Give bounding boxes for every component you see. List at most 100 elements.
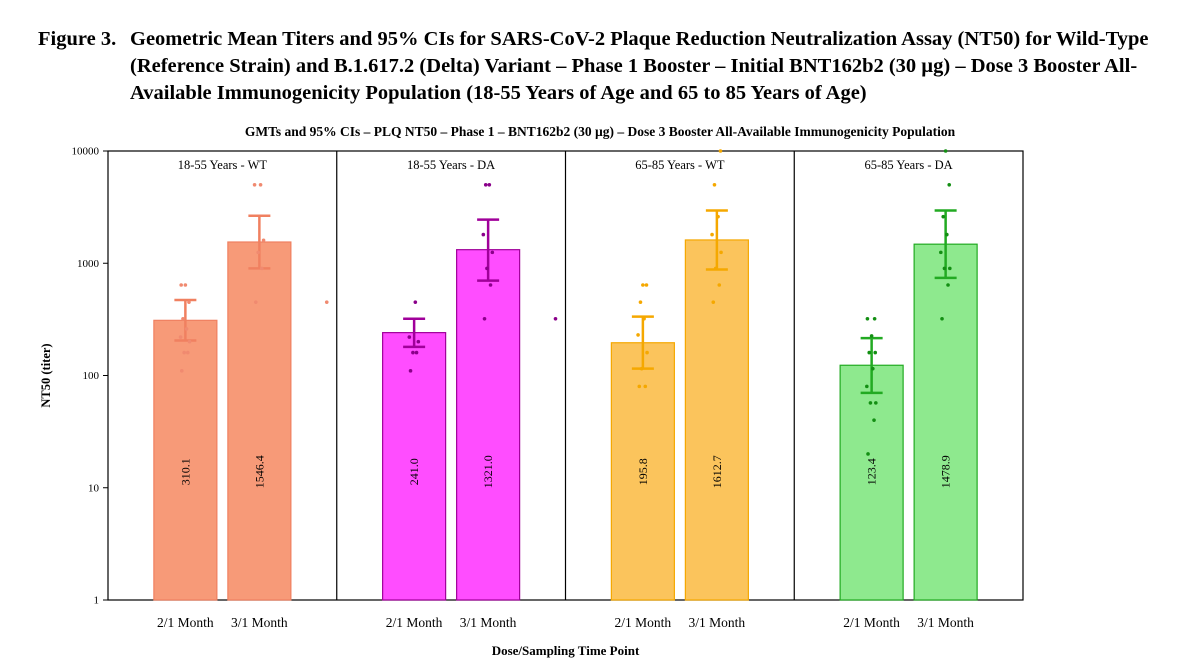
bar-value-label: 241.0 [407,458,421,485]
data-point [407,335,412,339]
data-point [644,283,649,287]
data-point [869,334,874,338]
bar-value-label: 1546.4 [252,455,266,488]
y-tick-label: 1000 [77,258,100,270]
data-point [179,369,184,373]
data-point [178,335,183,339]
data-point [946,283,950,287]
data-point [252,182,257,187]
data-point [258,182,263,187]
data-point [710,232,714,237]
bar-value-label: 195.8 [636,458,650,485]
y-tick-label: 1 [94,595,100,607]
y-tick-label: 100 [83,370,100,382]
data-point [865,384,869,389]
data-point [253,300,258,304]
data-point [183,283,188,287]
x-tick-label: 2/1 Month [386,615,443,630]
data-point [871,366,875,371]
data-point [717,283,722,287]
data-point [943,149,948,153]
data-point [873,350,878,355]
data-point [261,238,266,243]
data-point [416,339,421,344]
data-point [713,266,718,271]
bar [227,241,292,601]
x-tick-label: 2/1 Month [843,615,900,630]
x-axis-label: Dose/Sampling Time Point [492,643,640,658]
panel-2: 18-55 Years - DA 241.0 2/1 Month 1321.0 3/1 … [336,151,558,630]
data-point [872,418,876,422]
data-point [259,266,264,271]
data-point [942,266,947,271]
bar [610,342,675,601]
data-point [636,333,640,337]
y-tick-label: 10000 [72,146,100,158]
data-point [642,316,646,321]
chart-title: GMTs and 95% CIs – PLQ NT50 – Phase 1 – … [244,124,956,139]
y-axis-label: NT50 (titer) [39,343,53,407]
data-point [712,182,717,187]
bar [684,239,749,601]
data-point [637,384,642,389]
data-point [940,316,944,321]
data-point [413,300,418,304]
data-point [867,350,872,355]
data-point [948,266,952,271]
data-point [866,452,870,456]
bar-value-label: 1612.7 [710,455,724,488]
y-tick-label: 10 [88,482,100,494]
outlier-point [324,300,329,304]
figure-caption-text: Geometric Mean Titers and 95% CIs for SA… [130,28,1149,104]
bar-value-label: 1321.0 [481,455,495,488]
data-point [488,283,493,287]
data-point [711,300,716,304]
data-point [639,366,644,371]
panel-title: 18-55 Years - DA [407,158,495,172]
data-point [718,149,723,153]
data-point [187,339,192,344]
outlier-point [553,316,558,321]
x-tick-label: 3/1 Month [460,615,517,630]
data-point [947,182,952,187]
data-point [481,232,486,237]
data-point [184,327,189,331]
bar [839,364,904,601]
data-point [641,283,645,287]
bar [913,243,978,601]
bar [153,319,218,601]
data-point [638,300,643,304]
data-point [408,369,413,373]
data-point [182,350,186,355]
data-point [490,250,495,255]
bar-value-label: 310.1 [178,458,192,485]
data-point [181,316,185,321]
bar-value-label: 123.4 [865,458,879,485]
data-point [719,250,723,255]
data-point [945,232,949,237]
x-tick-label: 3/1 Month [689,615,746,630]
data-point [411,350,415,355]
data-point [868,401,873,405]
data-point [645,350,649,355]
x-tick-label: 2/1 Month [157,615,214,630]
data-point [256,250,260,255]
x-tick-label: 3/1 Month [917,615,974,630]
data-point [179,283,183,287]
x-tick-label: 3/1 Month [231,615,288,630]
data-point [941,214,946,219]
bar [456,249,521,601]
panel-title: 65-85 Years - WT [635,158,725,172]
data-point [939,250,943,255]
data-point [483,182,488,187]
panel-title: 65-85 Years - DA [865,158,953,172]
panel-title: 18-55 Years - WT [178,158,268,172]
data-point [185,350,190,355]
data-point [414,350,419,355]
data-point [872,316,877,321]
data-point [874,401,878,405]
data-point [643,384,648,389]
bar-value-label: 1478.9 [939,455,953,488]
figure-label: Figure 3. [38,28,117,50]
panel-3: 65-85 Years - WT 195.8 2/1 Month 1612.7 3/1 … [564,149,749,630]
